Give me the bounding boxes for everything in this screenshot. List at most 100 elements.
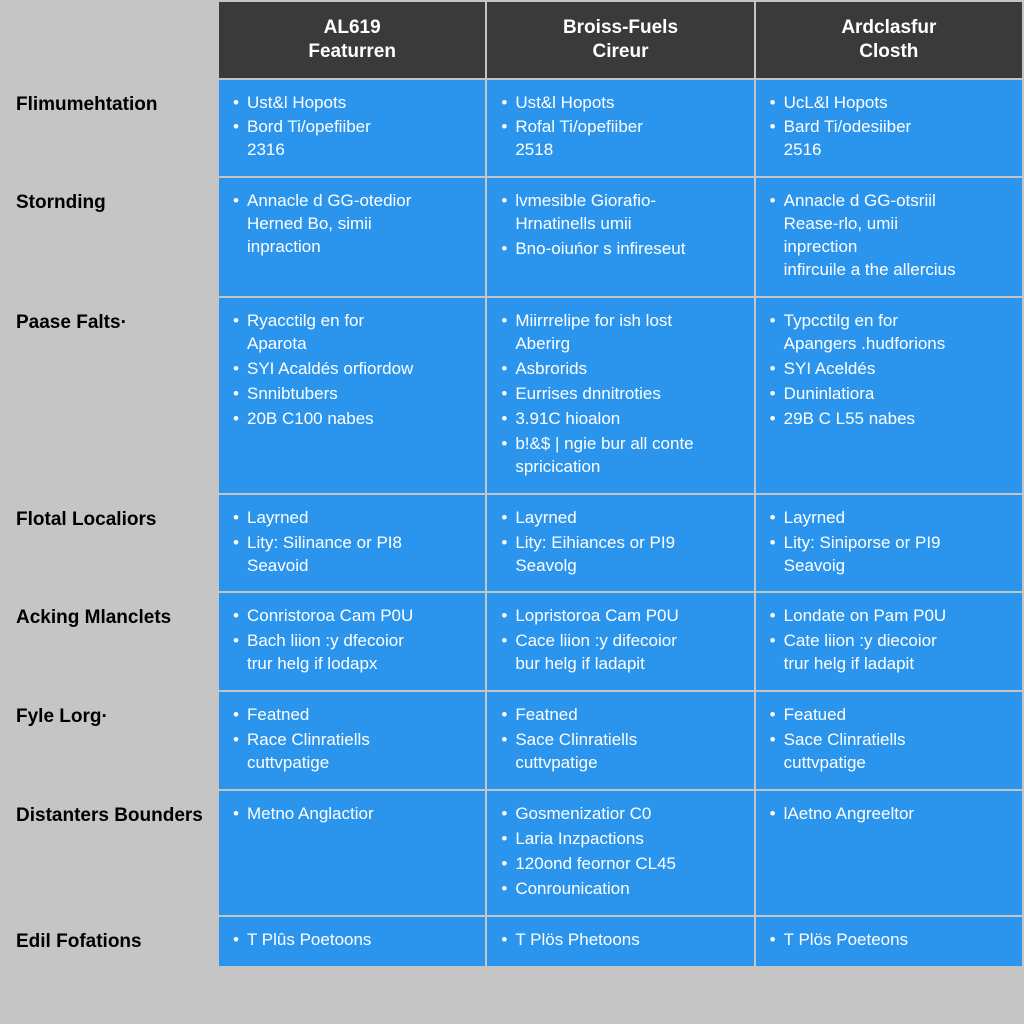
bullet-item: Snnibtubers [233,383,471,406]
bullet-item: Asbrorids [501,358,739,381]
bullet-item: Layrned [501,507,739,530]
row-header: Stornding [2,178,217,296]
comparison-table: AL619 Featurren Broiss-Fuels Cireur Ardc… [0,0,1024,968]
table-row: Distanters BoundersMetno AnglactiorGosme… [2,791,1022,915]
bullet-item: Race Clinratiellscuttvpatige [233,729,471,775]
data-cell: LayrnedLity: Siniporse or PI9Seavoig [756,495,1022,592]
table-body: FlimumehtationUst&l HopotsBord Ti/opefii… [2,80,1022,966]
bullet-list: Metno Anglactior [233,803,471,826]
bullet-list: UcL&l HopotsBard Ti/odesiiber2516 [770,92,1008,163]
bullet-item: b!&$ | ngie bur all contespricication [501,433,739,479]
bullet-item: Lity: Silinance or PI8Seavoid [233,532,471,578]
bullet-list: FeatnedRace Clinratiellscuttvpatige [233,704,471,775]
bullet-item: Londate on Pam P0U [770,605,1008,628]
bullet-list: FeatnedSace Clinratiellscuttvpatige [501,704,739,775]
data-cell: Ust&l HopotsRofal Ti/opefiiber2518 [487,80,753,177]
corner-cell [2,2,217,78]
bullet-item: Bord Ti/opefiiber2316 [233,116,471,162]
data-cell: FeatnedRace Clinratiellscuttvpatige [219,692,485,789]
row-header: Acking Mlanclets [2,593,217,690]
row-header: Edil Fofations [2,917,217,966]
bullet-item: Lity: Eihiances or PI9Seavolg [501,532,739,578]
bullet-item: T Plûs Poetoons [233,929,471,952]
bullet-item: Typcctilg en forApangers .hudforions [770,310,1008,356]
col-header-0: AL619 Featurren [219,2,485,78]
bullet-list: Typcctilg en forApangers .hudforionsSYI … [770,310,1008,431]
data-cell: Conristoroa Cam P0UBach liion :y dfecoio… [219,593,485,690]
bullet-item: T Plös Phetoons [501,929,739,952]
bullet-item: SYI Acaldés orfiordow [233,358,471,381]
bullet-item: Layrned [770,507,1008,530]
col-header-1: Broiss-Fuels Cireur [487,2,753,78]
data-cell: lAetno Angreeltor [756,791,1022,915]
table-row: Flotal LocaliorsLayrnedLity: Silinance o… [2,495,1022,592]
bullet-item: Ryacctilg en forAparota [233,310,471,356]
bullet-item: Ust&l Hopots [233,92,471,115]
data-cell: UcL&l HopotsBard Ti/odesiiber2516 [756,80,1022,177]
bullet-item: Layrned [233,507,471,530]
bullet-list: lAetno Angreeltor [770,803,1008,826]
row-header: Flimumehtation [2,80,217,177]
bullet-list: Ust&l HopotsRofal Ti/opefiiber2518 [501,92,739,163]
bullet-list: FeatuedSace Clinratiellscuttvpatige [770,704,1008,775]
bullet-item: Miirrrelipe for ish lostAberirg [501,310,739,356]
bullet-item: 20B C100 nabes [233,408,471,431]
bullet-item: Eurrises dnnitroties [501,383,739,406]
bullet-list: lvmesible Giorafio-Hrnatinells umiiBno-o… [501,190,739,261]
bullet-list: T Plös Poeteons [770,929,1008,952]
bullet-list: Conristoroa Cam P0UBach liion :y dfecoio… [233,605,471,676]
bullet-item: Ust&l Hopots [501,92,739,115]
table-row: StorndingAnnacle d GG-otediorHerned Bo, … [2,178,1022,296]
bullet-item: Conrounication [501,878,739,901]
bullet-item: lAetno Angreeltor [770,803,1008,826]
data-cell: Ust&l HopotsBord Ti/opefiiber2316 [219,80,485,177]
bullet-item: Laria Inzpactions [501,828,739,851]
data-cell: Lopristoroa Cam P0UCace liion :y difecoi… [487,593,753,690]
row-header: Fyle Lorg· [2,692,217,789]
bullet-item: SYI Aceldés [770,358,1008,381]
bullet-list: Lopristoroa Cam P0UCace liion :y difecoi… [501,605,739,676]
bullet-item: Gosmenizatior C0 [501,803,739,826]
bullet-item: Lopristoroa Cam P0U [501,605,739,628]
bullet-item: Metno Anglactior [233,803,471,826]
data-cell: Annacle d GG-otediorHerned Bo, simiiinpr… [219,178,485,296]
bullet-item: Bno-oiuńor s infireseut [501,238,739,261]
bullet-list: Gosmenizatior C0Laria Inzpactions120ond … [501,803,739,901]
bullet-item: Featued [770,704,1008,727]
table-row: Fyle Lorg·FeatnedRace Clinratiellscuttvp… [2,692,1022,789]
col-header-line1: AL619 [227,16,477,40]
data-cell: FeatnedSace Clinratiellscuttvpatige [487,692,753,789]
data-cell: Ryacctilg en forAparotaSYI Acaldés orfio… [219,298,485,493]
bullet-item: Bard Ti/odesiiber2516 [770,116,1008,162]
col-header-line2: Closth [764,40,1014,64]
bullet-list: LayrnedLity: Siniporse or PI9Seavoig [770,507,1008,578]
data-cell: LayrnedLity: Silinance or PI8Seavoid [219,495,485,592]
bullet-item: Annacle d GG-otsriilRease-rlo, umiiinpre… [770,190,1008,282]
bullet-list: T Plûs Poetoons [233,929,471,952]
bullet-list: LayrnedLity: Eihiances or PI9Seavolg [501,507,739,578]
data-cell: Gosmenizatior C0Laria Inzpactions120ond … [487,791,753,915]
bullet-list: LayrnedLity: Silinance or PI8Seavoid [233,507,471,578]
bullet-item: 120ond feornor CL45 [501,853,739,876]
bullet-list: Ryacctilg en forAparotaSYI Acaldés orfio… [233,310,471,431]
bullet-list: Annacle d GG-otediorHerned Bo, simiiinpr… [233,190,471,259]
table-row: FlimumehtationUst&l HopotsBord Ti/opefii… [2,80,1022,177]
bullet-item: Duninlatiora [770,383,1008,406]
bullet-item: Rofal Ti/opefiiber2518 [501,116,739,162]
bullet-item: Annacle d GG-otediorHerned Bo, simiiinpr… [233,190,471,259]
data-cell: T Plös Phetoons [487,917,753,966]
col-header-line1: Broiss-Fuels [495,16,745,40]
bullet-item: Conristoroa Cam P0U [233,605,471,628]
bullet-list: Annacle d GG-otsriilRease-rlo, umiiinpre… [770,190,1008,282]
data-cell: lvmesible Giorafio-Hrnatinells umiiBno-o… [487,178,753,296]
bullet-item: Cate liion :y diecoiortrur helg if ladap… [770,630,1008,676]
bullet-item: lvmesible Giorafio-Hrnatinells umii [501,190,739,236]
table-row: Acking MlancletsConristoroa Cam P0UBach … [2,593,1022,690]
bullet-item: Sace Clinratiellscuttvpatige [770,729,1008,775]
bullet-item: Featned [501,704,739,727]
header-row: AL619 Featurren Broiss-Fuels Cireur Ardc… [2,2,1022,78]
bullet-list: T Plös Phetoons [501,929,739,952]
table-row: Paase Falts·Ryacctilg en forAparotaSYI A… [2,298,1022,493]
bullet-list: Miirrrelipe for ish lostAberirgAsbrorids… [501,310,739,479]
bullet-list: Ust&l HopotsBord Ti/opefiiber2316 [233,92,471,163]
